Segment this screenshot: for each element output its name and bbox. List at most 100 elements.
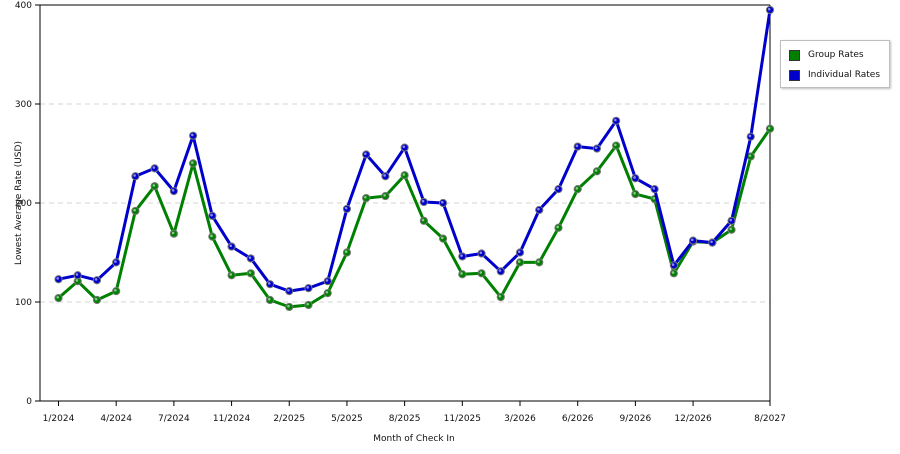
data-point-highlight-group-rates: [287, 304, 290, 308]
legend-swatch-group-rates: [789, 49, 800, 61]
series-line-individual-rates: [58, 9, 772, 293]
data-point-highlight-group-rates: [671, 271, 675, 274]
data-point-highlight-group-rates: [210, 234, 213, 238]
x-tick-label-9-2026: 9/2026: [620, 414, 652, 424]
data-point-highlight-group-rates: [306, 302, 309, 306]
x-tick-label-11-2024: 11/2024: [213, 414, 251, 424]
data-point-highlight-group-rates: [729, 227, 733, 231]
data-point-highlight-individual-rates: [594, 146, 598, 150]
data-point-highlight-individual-rates: [767, 7, 771, 11]
y-tick-label-200: 200: [15, 199, 32, 209]
data-point-highlight-individual-rates: [75, 273, 79, 276]
x-tick-label-3-2026: 3/2026: [504, 414, 536, 424]
data-point-highlight-group-rates: [633, 191, 636, 195]
data-point-highlight-individual-rates: [402, 145, 406, 149]
legend-label-group-rates: Group Rates: [808, 50, 864, 60]
data-point-highlight-individual-rates: [671, 263, 675, 266]
data-point-highlight-group-rates: [191, 161, 194, 164]
data-point-highlight-individual-rates: [267, 282, 271, 285]
legend-item-group-rates: Group Rates: [789, 48, 864, 62]
data-point-highlight-individual-rates: [652, 187, 656, 190]
data-point-highlight-individual-rates: [191, 133, 194, 137]
data-point-highlight-individual-rates: [556, 187, 559, 190]
data-point-highlight-individual-rates: [537, 207, 540, 211]
data-point-highlight-group-rates: [614, 143, 617, 147]
data-point-highlight-group-rates: [575, 187, 579, 190]
data-point-highlight-group-rates: [75, 279, 79, 282]
x-tick-label-8-2027: 8/2027: [754, 414, 786, 424]
x-tick-label-5-2025: 5/2025: [331, 414, 363, 424]
data-point-highlight-group-rates: [537, 260, 540, 263]
data-point-highlight-individual-rates: [633, 176, 636, 179]
data-point-highlight-group-rates: [171, 231, 175, 235]
data-point-highlight-individual-rates: [517, 250, 521, 253]
data-point-highlight-group-rates: [267, 297, 271, 301]
data-point-highlight-individual-rates: [56, 277, 59, 280]
data-point-highlight-individual-rates: [383, 174, 386, 177]
data-point-highlight-individual-rates: [748, 134, 752, 138]
data-point-highlight-group-rates: [114, 289, 117, 292]
data-point-highlight-group-rates: [248, 271, 252, 274]
data-point-highlight-individual-rates: [94, 278, 98, 281]
data-point-highlight-group-rates: [133, 208, 136, 212]
data-point-highlight-individual-rates: [306, 286, 309, 289]
y-tick-label-100: 100: [15, 298, 32, 308]
axis-layer: 0 100 200 300 400 1/2024 4/2024 7/2024 11/2024 2/…: [15, 1, 786, 424]
data-point-highlight-individual-rates: [229, 244, 233, 248]
data-point-highlight-individual-rates: [152, 166, 156, 169]
data-point-highlight-individual-rates: [364, 152, 367, 155]
data-point-highlight-individual-rates: [498, 269, 502, 272]
data-point-highlight-individual-rates: [210, 213, 213, 217]
grid-layer: [40, 103, 770, 303]
data-point-highlight-group-rates: [460, 272, 463, 275]
data-point-highlight-individual-rates: [729, 218, 733, 222]
data-point-highlight-group-rates: [594, 169, 598, 172]
x-tick-label-2-2025: 2/2025: [273, 414, 305, 424]
x-tick-label-12-2026: 12/2026: [674, 414, 712, 424]
data-point-highlight-individual-rates: [114, 260, 117, 263]
data-point-highlight-individual-rates: [710, 240, 713, 244]
x-axis-title: Month of Check In: [373, 434, 455, 444]
series-layer: [54, 5, 775, 312]
legend-item-individual-rates: Individual Rates: [789, 68, 880, 82]
x-tick-label-6-2026: 6/2026: [562, 414, 594, 424]
data-point-highlight-group-rates: [440, 236, 444, 240]
data-point-highlight-individual-rates: [287, 289, 290, 292]
data-point-highlight-individual-rates: [133, 174, 136, 177]
legend: Group Rates Individual Rates: [780, 40, 890, 88]
data-point-highlight-group-rates: [748, 154, 752, 157]
data-point-highlight-individual-rates: [440, 200, 444, 204]
data-point-highlight-group-rates: [325, 290, 329, 294]
data-point-highlight-group-rates: [517, 260, 521, 263]
data-point-highlight-individual-rates: [248, 256, 252, 259]
x-tick-label-4-2024: 4/2024: [100, 414, 132, 424]
y-tick-label-300: 300: [15, 100, 32, 110]
x-tick-label-1-2024: 1/2024: [43, 414, 75, 424]
data-point-highlight-group-rates: [383, 193, 386, 197]
data-point-highlight-group-rates: [498, 294, 502, 298]
data-point-highlight-individual-rates: [344, 206, 348, 210]
data-point-highlight-group-rates: [652, 196, 656, 200]
y-tick-label-400: 400: [15, 1, 32, 11]
data-point-highlight-individual-rates: [171, 189, 175, 192]
x-tick-label-7-2024: 7/2024: [158, 414, 190, 424]
legend-swatch-individual-rates: [789, 69, 800, 81]
data-point-highlight-group-rates: [344, 250, 348, 253]
data-point-highlight-group-rates: [479, 271, 483, 274]
data-point-highlight-group-rates: [152, 184, 156, 187]
x-tick-label-11-2025: 11/2025: [444, 414, 481, 424]
data-point-highlight-group-rates: [556, 225, 559, 229]
y-axis-title: Lowest Average Rate (USD): [14, 141, 24, 265]
data-point-highlight-group-rates: [229, 273, 233, 276]
data-point-highlight-individual-rates: [690, 238, 694, 242]
data-point-highlight-individual-rates: [325, 279, 329, 282]
y-tick-label-0: 0: [26, 397, 32, 407]
data-point-highlight-group-rates: [94, 297, 98, 301]
data-point-highlight-group-rates: [402, 173, 406, 176]
legend-label-individual-rates: Individual Rates: [808, 70, 881, 80]
data-point-highlight-group-rates: [421, 218, 425, 222]
data-point-highlight-group-rates: [767, 126, 771, 130]
data-point-highlight-group-rates: [364, 195, 367, 199]
